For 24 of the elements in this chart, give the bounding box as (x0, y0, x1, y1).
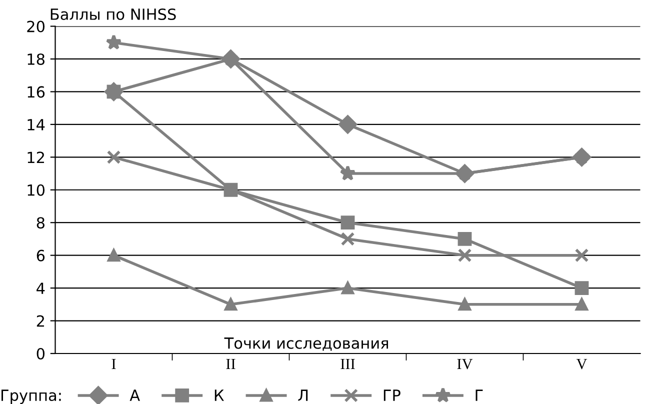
y-tick-label: 4 (36, 282, 45, 294)
y-tick-label: 2 (36, 315, 44, 327)
y-tick-label: 6 (36, 250, 45, 262)
legend-label: ГР (384, 390, 400, 401)
y-tick-label: 12 (28, 152, 44, 163)
legend-label: А (130, 390, 140, 401)
x-tick-label: III (340, 358, 355, 369)
legend-title: Группа: (2, 390, 61, 404)
y-tick-label: 10 (28, 184, 45, 196)
x-tick-label: IV (457, 358, 473, 370)
x-tick-label: I (112, 358, 116, 369)
y-tick-label: 8 (36, 217, 44, 229)
x-tick-label: V (576, 358, 588, 370)
x-axis-title: Точки исследования (224, 338, 388, 351)
y-axis-title: Баллы по NIHSS (50, 8, 176, 20)
y-tick-label: 20 (27, 20, 45, 32)
y-tick-label: 16 (28, 86, 45, 98)
y-tick-label: 18 (28, 53, 44, 66)
legend-label: Г (476, 390, 483, 401)
y-tick-label: 14 (28, 119, 45, 130)
x-tick-label: II (226, 358, 236, 369)
y-tick-label: 0 (36, 348, 45, 360)
legend-label: Л (298, 390, 308, 401)
legend-label: К (214, 390, 224, 401)
